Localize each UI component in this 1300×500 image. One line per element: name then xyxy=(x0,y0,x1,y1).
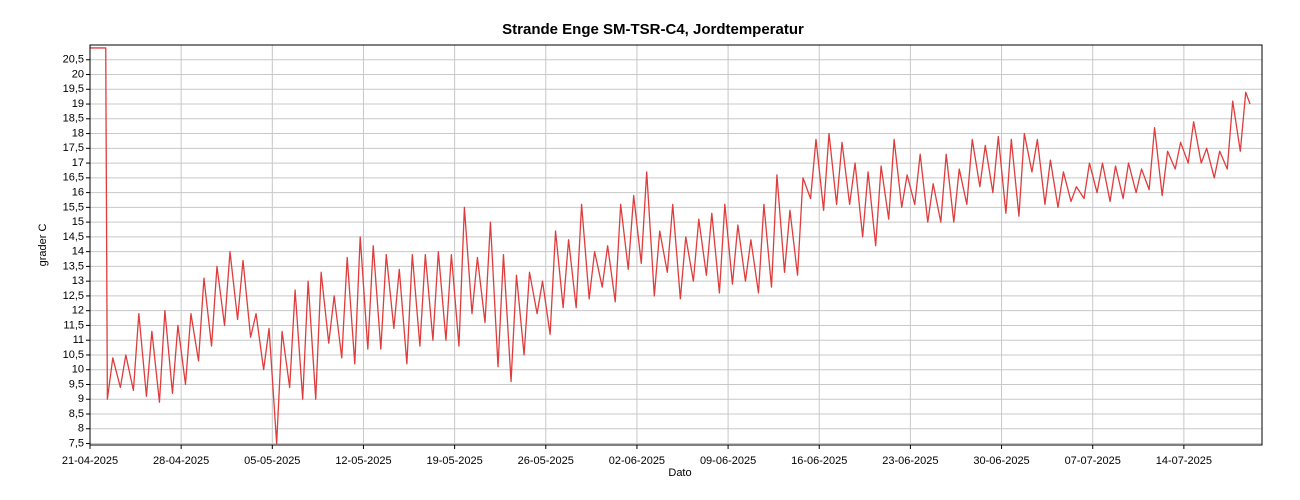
y-tick-label: 17,5 xyxy=(63,142,84,154)
y-tick-label: 11,5 xyxy=(63,319,84,331)
plot xyxy=(90,47,1251,445)
x-axis-label: Dato xyxy=(668,467,691,479)
y-tick-label: 16 xyxy=(72,187,84,199)
x-tick-label: 30-06-2025 xyxy=(973,455,1029,467)
y-tick-label: 12,5 xyxy=(63,290,84,302)
y-tick-label: 19 xyxy=(72,98,84,110)
y-tick-label: 10 xyxy=(72,364,84,376)
y-tick-label: 20,5 xyxy=(63,54,84,66)
x-tick-label: 07-07-2025 xyxy=(1065,455,1121,467)
x-tick-label: 26-05-2025 xyxy=(518,455,574,467)
x-tick-label: 12-05-2025 xyxy=(335,455,391,467)
y-tick-label: 11 xyxy=(73,334,84,346)
data-line xyxy=(90,47,1251,445)
y-tick-label: 19,5 xyxy=(63,83,84,95)
x-tick-label: 28-04-2025 xyxy=(153,455,209,467)
plot-frame xyxy=(89,44,1263,446)
y-tick-label: 12 xyxy=(72,305,84,317)
x-tick-label: 14-07-2025 xyxy=(1156,455,1212,467)
chart-title: Strande Enge SM-TSR-C4, Jordtemperatur xyxy=(502,21,804,38)
y-tick-label: 8 xyxy=(78,423,84,435)
y-tick-label: 15 xyxy=(72,216,84,228)
y-tick-label: 9 xyxy=(78,393,84,405)
y-tick-label: 20 xyxy=(72,68,84,80)
y-tick-label: 7,5 xyxy=(69,437,84,449)
y-tick-label: 17 xyxy=(72,157,84,169)
y-axis-label: grader C xyxy=(37,224,49,267)
x-tick-label: 16-06-2025 xyxy=(791,455,847,467)
y-tick-label: 14,5 xyxy=(63,231,84,243)
y-tick-label: 9,5 xyxy=(69,378,84,390)
x-tick-label: 05-05-2025 xyxy=(244,455,300,467)
x-tick-label: 09-06-2025 xyxy=(700,455,756,467)
x-tick-label: 21-04-2025 xyxy=(62,455,118,467)
y-tick-label: 13 xyxy=(72,275,84,287)
x-tick-label: 23-06-2025 xyxy=(882,455,938,467)
y-tick-label: 14 xyxy=(72,246,84,258)
y-tick-label: 18,5 xyxy=(63,113,84,125)
grid xyxy=(89,45,1262,445)
y-tick-label: 15,5 xyxy=(63,201,84,213)
y-tick-label: 10,5 xyxy=(63,349,84,361)
y-tick-label: 13,5 xyxy=(63,260,84,272)
x-tick-label: 02-06-2025 xyxy=(609,455,665,467)
y-tick-label: 18 xyxy=(72,127,84,139)
y-tick-label: 8,5 xyxy=(69,408,84,420)
x-tick-label: 19-05-2025 xyxy=(426,455,482,467)
y-tick-label: 16,5 xyxy=(63,172,84,184)
